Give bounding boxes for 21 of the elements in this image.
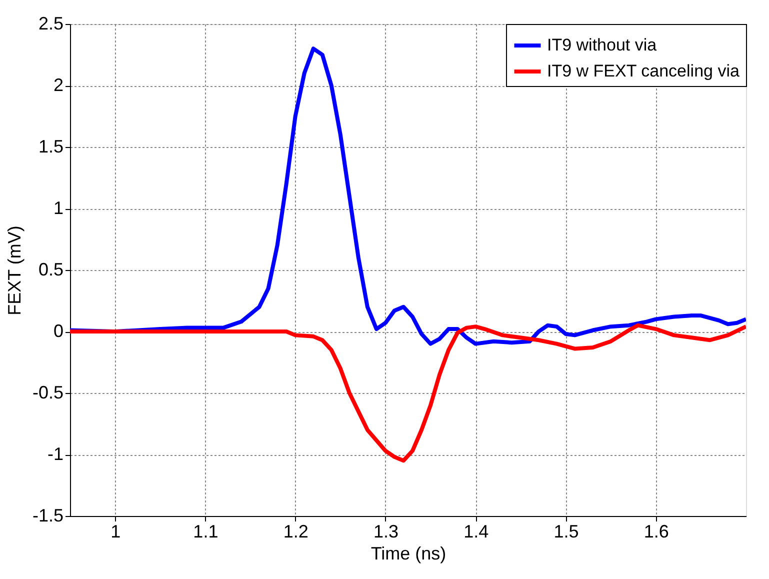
- y-tick-label: -1.5: [32, 506, 64, 526]
- x-tick-label: 1.4: [464, 522, 489, 542]
- x-tick-label: 1.5: [554, 522, 579, 542]
- y-axis-title: FEXT (mV): [4, 226, 24, 316]
- y-tick-label: 0: [53, 321, 64, 341]
- y-tick-label: 2: [53, 75, 64, 95]
- x-axis-title: Time (ns): [370, 544, 446, 564]
- x-tick-label: 1.6: [644, 522, 669, 542]
- x-tick-label: 1.1: [193, 522, 218, 542]
- x-tick-label: 1.2: [283, 522, 308, 542]
- legend-label: IT9 w FEXT canceling via: [547, 62, 740, 80]
- y-tick-label: -0.5: [32, 382, 64, 402]
- line-series: [70, 323, 746, 463]
- y-tick-label: -1: [47, 444, 64, 464]
- y-tick-label: 1.5: [38, 136, 64, 156]
- legend-label: IT9 without via: [547, 36, 658, 54]
- y-tick-label: 0.5: [38, 260, 64, 280]
- x-tick-label: 1: [110, 522, 121, 542]
- y-tick-label: 1: [53, 198, 64, 218]
- y-tick-label: 2.5: [38, 14, 64, 34]
- x-tick-label: 1.3: [373, 522, 398, 542]
